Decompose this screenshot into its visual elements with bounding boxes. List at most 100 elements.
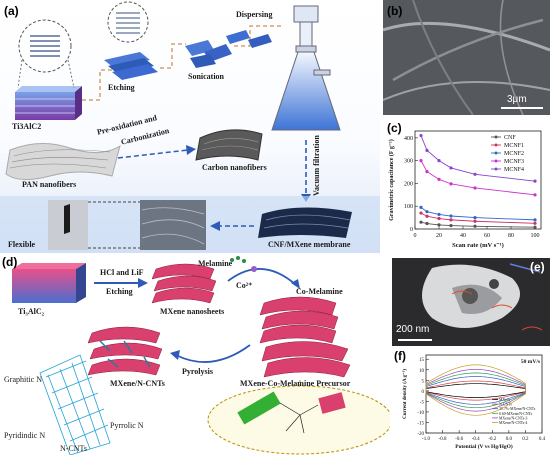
legend-marker — [494, 135, 498, 139]
data-point — [449, 166, 453, 170]
panel-b-scale: 3μm — [507, 94, 527, 105]
x-tick-label: 20 — [436, 233, 442, 239]
data-point — [533, 179, 537, 183]
pan-nanofibers — [5, 143, 121, 180]
data-point — [533, 218, 537, 222]
data-point — [437, 177, 441, 181]
panel-b: (b) 3μm — [383, 0, 550, 115]
green-sheet — [237, 391, 281, 425]
data-point — [437, 223, 441, 227]
graphitic-n-label: Graphitic N — [4, 375, 42, 384]
data-point — [449, 223, 453, 228]
legend-marker — [494, 143, 498, 147]
vacuum-filtration-label: Vacuum filtration — [312, 135, 321, 196]
y-tick-label: -20 — [417, 432, 424, 437]
membrane-label: CNF/MXene membrane — [268, 240, 351, 249]
legend-entry: 0.60-MXene/N-CNTs — [499, 412, 533, 416]
y-tick-label: -5 — [420, 400, 425, 405]
data-point — [473, 224, 477, 228]
data-point — [419, 211, 423, 215]
data-point — [449, 214, 453, 218]
data-point — [437, 216, 441, 221]
panel-c: 0 20 40 60 80 100 0 100 200 300 400 Scan rate (mV s… — [383, 117, 550, 253]
x-axis-label: Potential (V vs Hg/HgO) — [455, 443, 513, 450]
ncnt-tube — [39, 354, 111, 455]
co-ion-label: Co²⁺ — [236, 281, 253, 290]
sem-fiber-image — [383, 0, 550, 115]
panel-d: (d) Ti₃AlC₂ HCl and LiF Etching Melamine… — [0, 255, 390, 455]
panel-f: -1.0 -0.8 -0.6 -0.4 -0.2 0.0 0.2 0.4 -20 -15 -10 -5… — [392, 347, 550, 455]
x-tick-label: 80 — [508, 233, 514, 239]
y-tick-label: 0 — [410, 227, 413, 233]
legend-entry: MCNF2 — [504, 151, 524, 157]
capacitance-chart: 0 20 40 60 80 100 0 100 200 300 400 Scan rate (mV s… — [388, 130, 542, 249]
x-tick-label: 0.0 — [506, 437, 513, 442]
data-point — [449, 218, 453, 222]
melamine-molecule — [230, 256, 246, 263]
sem-membrane-photo — [140, 200, 206, 250]
legend-entry: MCNF3 — [504, 159, 524, 165]
coordination-bonds — [279, 402, 319, 434]
cv-chart: -1.0 -0.8 -0.6 -0.4 -0.2 0.0 0.2 0.4 -20 -15 -10 -5… — [402, 354, 546, 450]
legend-entry: MXene/N-CNTs-3 — [499, 416, 528, 420]
data-point — [533, 225, 537, 229]
x-tick-label: -0.8 — [439, 437, 447, 442]
y-tick-label: -10 — [417, 411, 424, 416]
ti3alc2-block — [15, 86, 82, 120]
x-axis-label: Scan rate (mV s⁻¹) — [452, 242, 504, 249]
y-tick-label: 300 — [404, 159, 413, 165]
x-tick-label: -0.4 — [472, 437, 480, 442]
y-tick-label: 100 — [404, 204, 413, 210]
data-point — [473, 216, 477, 220]
panel-d-graphics — [12, 256, 390, 455]
data-point — [473, 186, 477, 190]
data-point — [419, 220, 423, 224]
data-point — [425, 169, 429, 174]
panel-a-label: (a) — [4, 4, 19, 18]
ncnts-label: N-CNTs — [60, 444, 87, 453]
series-line — [420, 135, 536, 182]
x-tick-label: 0.4 — [539, 437, 546, 442]
pink-mini-sheet — [318, 392, 346, 414]
legend-entry: 20.7%-MXene/N-CNTs — [499, 407, 536, 411]
precursor-label: MXene-Co-Melamine Precursor — [240, 379, 351, 388]
data-point — [425, 210, 429, 214]
mxene-nanosheets — [151, 263, 217, 304]
data-point — [425, 221, 429, 226]
sonication-sheets — [185, 40, 232, 68]
mxene-ncnts-label: MXene/N-CNTs — [110, 379, 165, 388]
panel-a: (a) Ti3AlC2 Etching Sonication Dispersin… — [0, 0, 380, 253]
etching-sheets — [104, 52, 158, 80]
pyridinic-n-label: Pyridindic N — [4, 431, 46, 440]
panel-e-label: (e) — [530, 260, 545, 274]
data-point — [419, 159, 423, 163]
data-point — [419, 133, 423, 138]
y-tick-label: 15 — [419, 358, 425, 363]
co-ion-dot — [251, 266, 257, 272]
etching-d-label: Etching — [106, 287, 133, 296]
etching-label: Etching — [108, 83, 135, 92]
y-tick-label: -15 — [417, 421, 424, 426]
data-point — [419, 205, 423, 209]
x-tick-label: 0.2 — [522, 437, 529, 442]
carbon-nanofibers-label: Carbon nanofibers — [202, 163, 267, 172]
ti3alc2-d-label: Ti₃AlC₂ — [18, 307, 44, 316]
precursor-sheets — [261, 341, 351, 378]
data-point — [473, 219, 477, 223]
co-melamine-sheets — [259, 296, 339, 344]
ti3alc2-zoom-circle — [17, 19, 75, 89]
panel-b-label: (b) — [387, 4, 403, 18]
chart-title: 50 mV/s — [521, 359, 540, 365]
legend-marker — [494, 151, 498, 155]
legend-marker — [494, 159, 498, 163]
co-melamine-label: Co-Melamine — [296, 287, 343, 296]
series-line — [420, 160, 536, 196]
pyrrolic-n-label: Pyrrolic N — [110, 421, 144, 430]
y-axis-label: Current density (A g⁻¹) — [402, 369, 408, 419]
tem-image — [392, 258, 550, 346]
x-tick-label: -0.6 — [455, 437, 463, 442]
filtration-flask — [271, 5, 341, 131]
x-tick-label: -1.0 — [422, 437, 430, 442]
hcl-lif-label: HCl and LiF — [100, 268, 144, 277]
flexible-label: Flexible — [8, 240, 36, 249]
